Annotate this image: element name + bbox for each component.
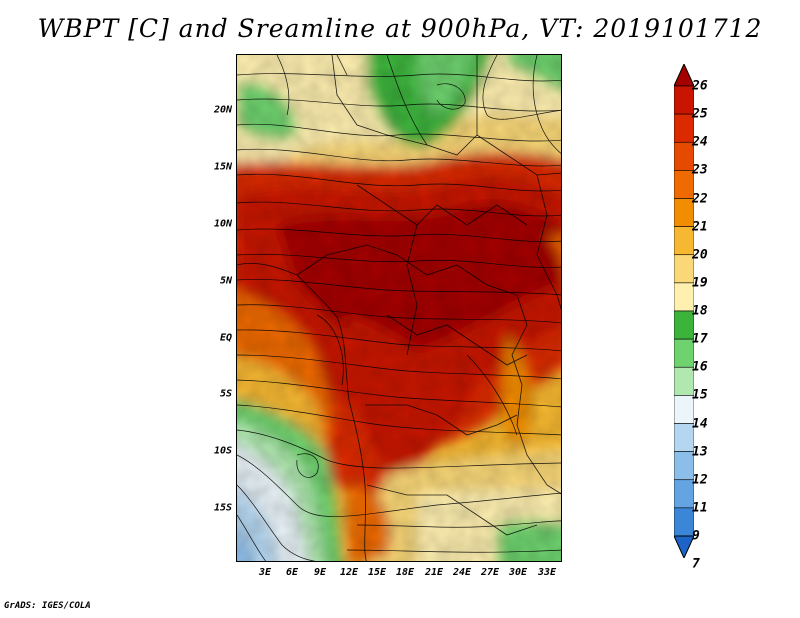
colorbar-segment [674, 226, 694, 256]
streamlines [237, 55, 561, 561]
country-borders [237, 55, 561, 561]
colorbar-segment [674, 85, 694, 115]
lon-label-24e: 24E [452, 567, 472, 578]
colorbar-segment [674, 366, 694, 396]
lon-label-3e: 3E [258, 567, 272, 578]
colorbar-label: 24 [692, 134, 708, 150]
colorbar-segment [674, 282, 694, 312]
colorbar-label: 22 [692, 191, 708, 206]
colorbar-label: 19 [692, 275, 708, 291]
lat-label-10s: 10S [213, 445, 232, 457]
colorbar-segment [674, 451, 694, 481]
colorbar [674, 64, 694, 558]
colorbar-label: 23 [692, 162, 708, 178]
lat-label-5n: 5N [219, 275, 232, 287]
colorbar-segment [674, 198, 694, 227]
colorbar-segment [674, 170, 694, 199]
colorbar-label: 18 [692, 303, 708, 319]
colorbar-label: 14 [692, 416, 708, 431]
lat-label-15n: 15N [213, 161, 232, 173]
colorbar-segment [674, 254, 694, 284]
lon-label-6e: 6E [285, 567, 299, 578]
colorbar-label: 21 [692, 219, 708, 235]
colorbar-label: 9 [692, 528, 700, 544]
colorbar-segment [674, 423, 694, 452]
lon-label-12e: 12E [339, 567, 359, 578]
lon-label-33e: 33E [537, 567, 557, 578]
lon-label-27e: 27E [480, 567, 500, 578]
colorbar-top-arrow [674, 64, 694, 87]
map-title: WBPT [C] and Sreamline at 900hPa, VT: 20… [37, 14, 763, 43]
colorbar-segment [674, 141, 694, 171]
colorbar-segment [674, 507, 694, 537]
colorbar-label: 7 [692, 556, 700, 572]
colorbar-label: 16 [692, 359, 708, 375]
colorbar-segment [674, 338, 694, 368]
lon-label-30e: 30E [508, 567, 528, 578]
colorbar-label: 25 [692, 106, 708, 122]
wbpt-field [237, 55, 561, 561]
colorbar-label: 15 [692, 387, 708, 403]
colorbar-segment [674, 479, 694, 509]
colorbar-label: 26 [692, 78, 708, 94]
colorbar-label: 20 [692, 247, 708, 263]
grads-footer: GrADS: IGES/COLA [4, 601, 91, 611]
lat-label-15s: 15S [213, 502, 232, 514]
colorbar-label: 12 [692, 472, 708, 488]
colorbar-label: 11 [692, 500, 708, 516]
colorbar-bottom-arrow [674, 535, 694, 558]
lon-label-18e: 18E [395, 567, 415, 578]
lat-label-10n: 10N [213, 218, 232, 230]
colorbar-segment [674, 310, 694, 340]
colorbar-segment [674, 395, 694, 424]
colorbar-segment [674, 113, 694, 143]
lon-label-21e: 21E [424, 567, 444, 578]
colorbar-label: 13 [692, 444, 708, 460]
lat-label-5s: 5S [219, 388, 232, 400]
lon-label-15e: 15E [367, 567, 387, 578]
colorbar-label: 17 [692, 331, 708, 347]
lon-label-9e: 9E [313, 567, 327, 578]
map-panel [236, 54, 562, 562]
lat-label-20n: 20N [213, 104, 232, 116]
lat-label-eq: EQ [219, 332, 232, 344]
